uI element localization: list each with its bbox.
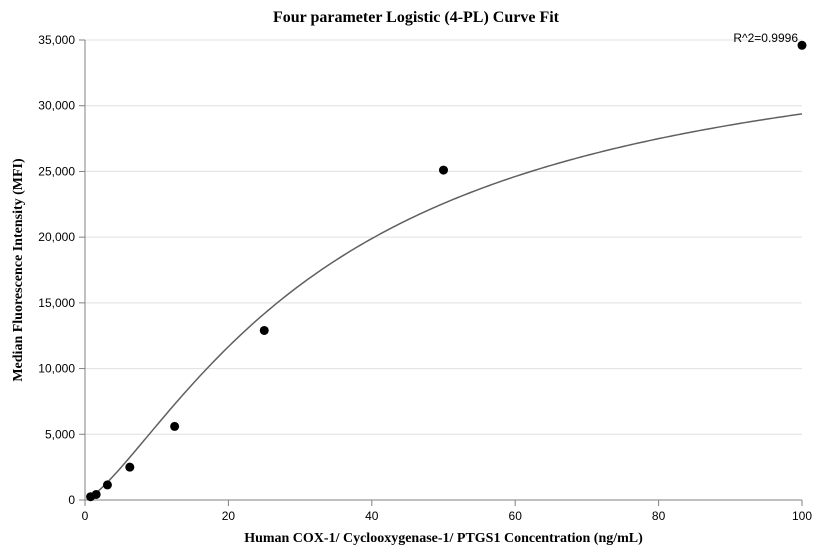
x-tick-label: 100 xyxy=(792,509,812,523)
chart-container: 0 20 40 60 80 100 0 5,000 10,000 15,000 20,000 25,0… xyxy=(0,0,832,560)
r-squared-annotation: R^2=0.9996 xyxy=(733,31,798,45)
x-tick-label: 60 xyxy=(509,509,523,523)
x-tick-label: 0 xyxy=(82,509,89,523)
x-axis-label: Human COX-1/ Cyclooxygenase-1/ PTGS1 Con… xyxy=(244,531,643,546)
chart-svg: 0 20 40 60 80 100 0 5,000 10,000 15,000 20,000 25,0… xyxy=(0,0,832,560)
data-point xyxy=(92,490,101,499)
chart-title: Four parameter Logistic (4-PL) Curve Fit xyxy=(273,9,560,26)
y-tick-label: 30,000 xyxy=(38,99,75,113)
y-tick-label: 35,000 xyxy=(38,33,75,47)
y-axis-label: Median Fluorescence Intensity (MFI) xyxy=(11,158,26,382)
data-point xyxy=(170,422,179,431)
data-point xyxy=(125,463,134,472)
data-point xyxy=(439,166,448,175)
x-tick-label: 20 xyxy=(222,509,236,523)
data-point xyxy=(798,41,807,50)
data-point xyxy=(260,326,269,335)
x-tick-label: 40 xyxy=(365,509,379,523)
y-tick-label: 20,000 xyxy=(38,230,75,244)
y-tick-label: 10,000 xyxy=(38,362,75,376)
y-tick-label: 5,000 xyxy=(45,427,75,441)
y-tick-label: 25,000 xyxy=(38,164,75,178)
x-tick-label: 80 xyxy=(652,509,666,523)
y-tick-label: 15,000 xyxy=(38,296,75,310)
y-tick-label: 0 xyxy=(68,493,75,507)
data-point xyxy=(103,480,112,489)
